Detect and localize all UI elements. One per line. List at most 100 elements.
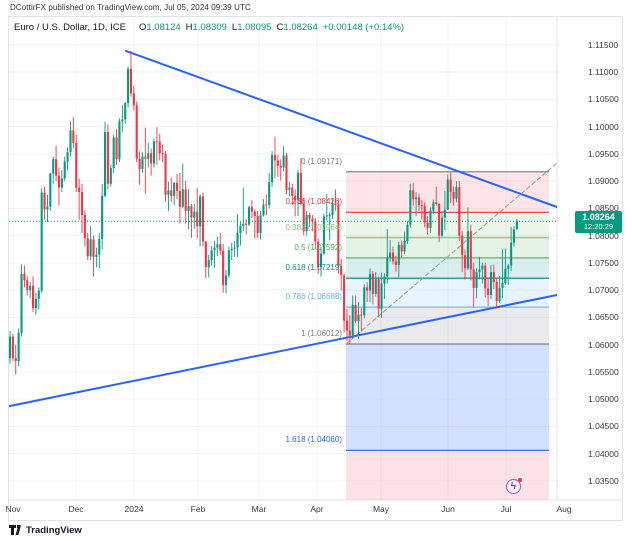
candle-body: [507, 265, 510, 269]
fib-level-label: 0.236 (1.08426): [285, 197, 343, 207]
price-tick-label: 1.04000: [588, 448, 619, 459]
candle-body: [435, 202, 438, 204]
candle-body: [331, 203, 334, 215]
symbol-title[interactable]: Euro / U.S. Dollar, 1D, ICE: [14, 22, 126, 33]
fib-zone: [346, 278, 549, 308]
price-tick-label: 1.11000: [588, 67, 619, 78]
ascending-trendline[interactable]: [0, 294, 557, 408]
price-tick-label: 1.07000: [588, 285, 619, 296]
descending-trendline[interactable]: [125, 50, 557, 208]
time-tick-label: Feb: [190, 504, 206, 514]
time-tick-label: Jul: [500, 504, 512, 514]
candle-body: [461, 235, 464, 256]
candle-body: [158, 141, 161, 154]
candle-body: [484, 265, 487, 289]
candle-body: [75, 142, 78, 188]
candle-body: [17, 332, 20, 361]
candle-body: [432, 202, 435, 211]
candle-body: [135, 105, 138, 159]
price-tick-label: 1.06000: [588, 339, 619, 350]
candle-body: [216, 244, 219, 248]
tradingview-wordmark[interactable]: TradingView: [26, 524, 82, 536]
candle-body: [46, 206, 49, 210]
candle-body: [109, 168, 112, 184]
price-tick-label: 1.05000: [588, 394, 619, 405]
tradingview-logo-icon[interactable]: [8, 523, 22, 537]
candle-body: [92, 239, 95, 257]
time-tick-label: Apr: [310, 504, 324, 514]
candle-body: [273, 154, 277, 161]
candle-body: [196, 211, 199, 227]
candle-body: [383, 276, 386, 284]
idea-flash-icon[interactable]: ϟ: [506, 478, 522, 494]
last-price-badge: 1.08264 12:20:29: [575, 211, 622, 233]
candle-body: [429, 210, 432, 228]
fib-zone: [346, 307, 549, 344]
candle-body: [279, 165, 282, 168]
candle-body: [489, 272, 493, 296]
price-tick-label: 1.03500: [588, 475, 619, 486]
candle-body: [311, 218, 314, 222]
candle-body: [167, 190, 170, 195]
attribution-text: DCottirFX published on TradingView.com, …: [10, 3, 251, 12]
candle-body: [296, 172, 300, 201]
candle-body: [201, 196, 205, 242]
open-value: 1.08124: [146, 22, 181, 33]
time-tick-label: Aug: [556, 504, 572, 514]
candle-body: [322, 216, 325, 254]
candle-body: [106, 132, 109, 184]
candle-body: [319, 253, 323, 268]
candle-body: [78, 187, 81, 192]
close-value: 1.08264: [283, 22, 318, 33]
candle-body: [40, 192, 43, 291]
price-tick-label: 1.09500: [588, 148, 619, 159]
candle-body: [95, 254, 98, 257]
fib-zone: [346, 343, 549, 451]
candle-body: [20, 273, 23, 333]
candle-body: [374, 279, 377, 294]
candle-body: [14, 358, 17, 361]
lightning-bolt-icon: ϟ: [510, 480, 517, 492]
candle-body: [115, 137, 118, 160]
time-tick-label: Nov: [5, 504, 21, 514]
candle-body: [348, 330, 351, 336]
candle-body: [181, 189, 184, 207]
candle-body: [245, 223, 248, 225]
candle-body: [403, 241, 406, 252]
symbol-legend: Euro / U.S. Dollar, 1D, ICE O1.08124 H1.08…: [14, 22, 404, 33]
fib-zone-extension: [346, 450, 549, 500]
price-tick-label: 1.11500: [588, 39, 619, 50]
candle-body: [236, 232, 239, 248]
candle-body: [141, 156, 144, 170]
price-change: +0.00148 (+0.14%): [322, 22, 405, 33]
candle-body: [380, 283, 383, 309]
fib-zone: [346, 257, 549, 279]
candle-body: [69, 130, 72, 153]
fib-level-label: 0.618 (1.07219): [285, 263, 343, 273]
candle-body: [175, 182, 179, 191]
candle-body: [305, 214, 308, 232]
price-tick-label: 1.08000: [588, 230, 619, 241]
candle-body: [455, 187, 458, 199]
candle-body: [276, 160, 279, 166]
candle-body: [515, 221, 518, 229]
candle-body: [438, 203, 441, 236]
candle-body: [11, 336, 14, 359]
candle-body: [103, 132, 107, 196]
candle-body: [52, 159, 55, 174]
candle-body: [138, 158, 141, 170]
candle-body: [161, 153, 164, 155]
candle-body: [337, 204, 340, 267]
candle-body: [452, 191, 455, 199]
candle-body: [492, 272, 495, 282]
candle-body: [328, 214, 331, 216]
candle-body: [190, 206, 193, 218]
open-label: O: [138, 22, 147, 33]
candle-body: [501, 283, 504, 288]
candle-body: [239, 225, 242, 233]
fib-level-label: 0.786 (1.06688): [285, 292, 343, 302]
candle-body: [43, 192, 46, 210]
candle-body: [219, 244, 222, 251]
